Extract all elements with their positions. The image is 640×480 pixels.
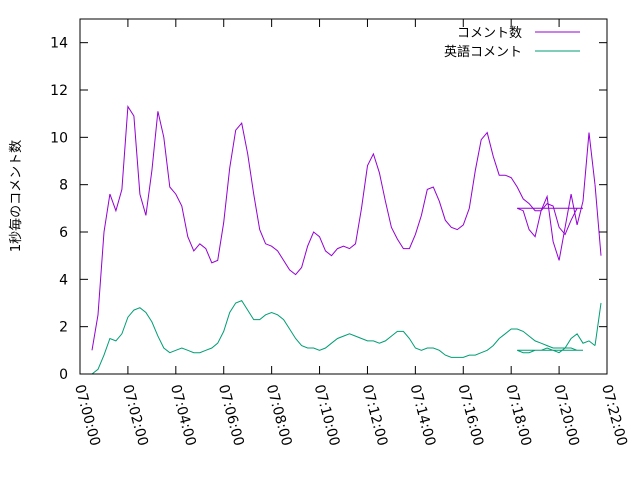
series-line-1-end — [594, 184, 602, 256]
y-axis: 0 2 4 6 8 10 12 14 — [50, 36, 607, 383]
x-axis: 07:00:00 07:02:00 07:04:00 07:06:00 07:08:00… — [71, 19, 630, 448]
x-tick-label: 07:00:00 — [71, 383, 103, 448]
y-tick-label: 14 — [50, 36, 68, 52]
y-tick-label: 10 — [50, 130, 68, 146]
x-tick-label: 07:02:00 — [119, 383, 151, 448]
series-line-2 — [91, 299, 596, 375]
x-tick-label: 07:18:00 — [502, 383, 534, 448]
x-tick-label: 07:14:00 — [406, 383, 438, 448]
y-tick-label: 4 — [59, 272, 68, 288]
x-tick-label: 07:04:00 — [167, 383, 199, 448]
y-tick-label: 12 — [50, 83, 68, 99]
legend-label: コメント数 — [457, 26, 522, 41]
y-tick-label: 6 — [59, 225, 68, 241]
y-tick-label: 0 — [59, 367, 68, 383]
x-tick-label: 07:22:00 — [598, 383, 630, 448]
x-tick-label: 07:20:00 — [550, 383, 582, 448]
x-tick-label: 07:10:00 — [311, 383, 343, 448]
y-tick-label: 8 — [59, 178, 68, 194]
x-tick-label: 07:16:00 — [454, 383, 486, 448]
x-tick-label: 07:12:00 — [359, 383, 391, 448]
x-tick-label: 07:06:00 — [215, 383, 247, 448]
x-tick-label: 07:08:00 — [263, 383, 295, 448]
legend-label: 英語コメント — [444, 44, 522, 60]
series-line-2-end — [594, 302, 602, 346]
y-axis-label: 1秒毎のコメント数 — [8, 140, 24, 252]
plot-frame — [79, 18, 608, 375]
y-tick-label: 2 — [59, 320, 68, 336]
series-layer — [91, 105, 602, 375]
series-line-1 — [91, 105, 596, 351]
